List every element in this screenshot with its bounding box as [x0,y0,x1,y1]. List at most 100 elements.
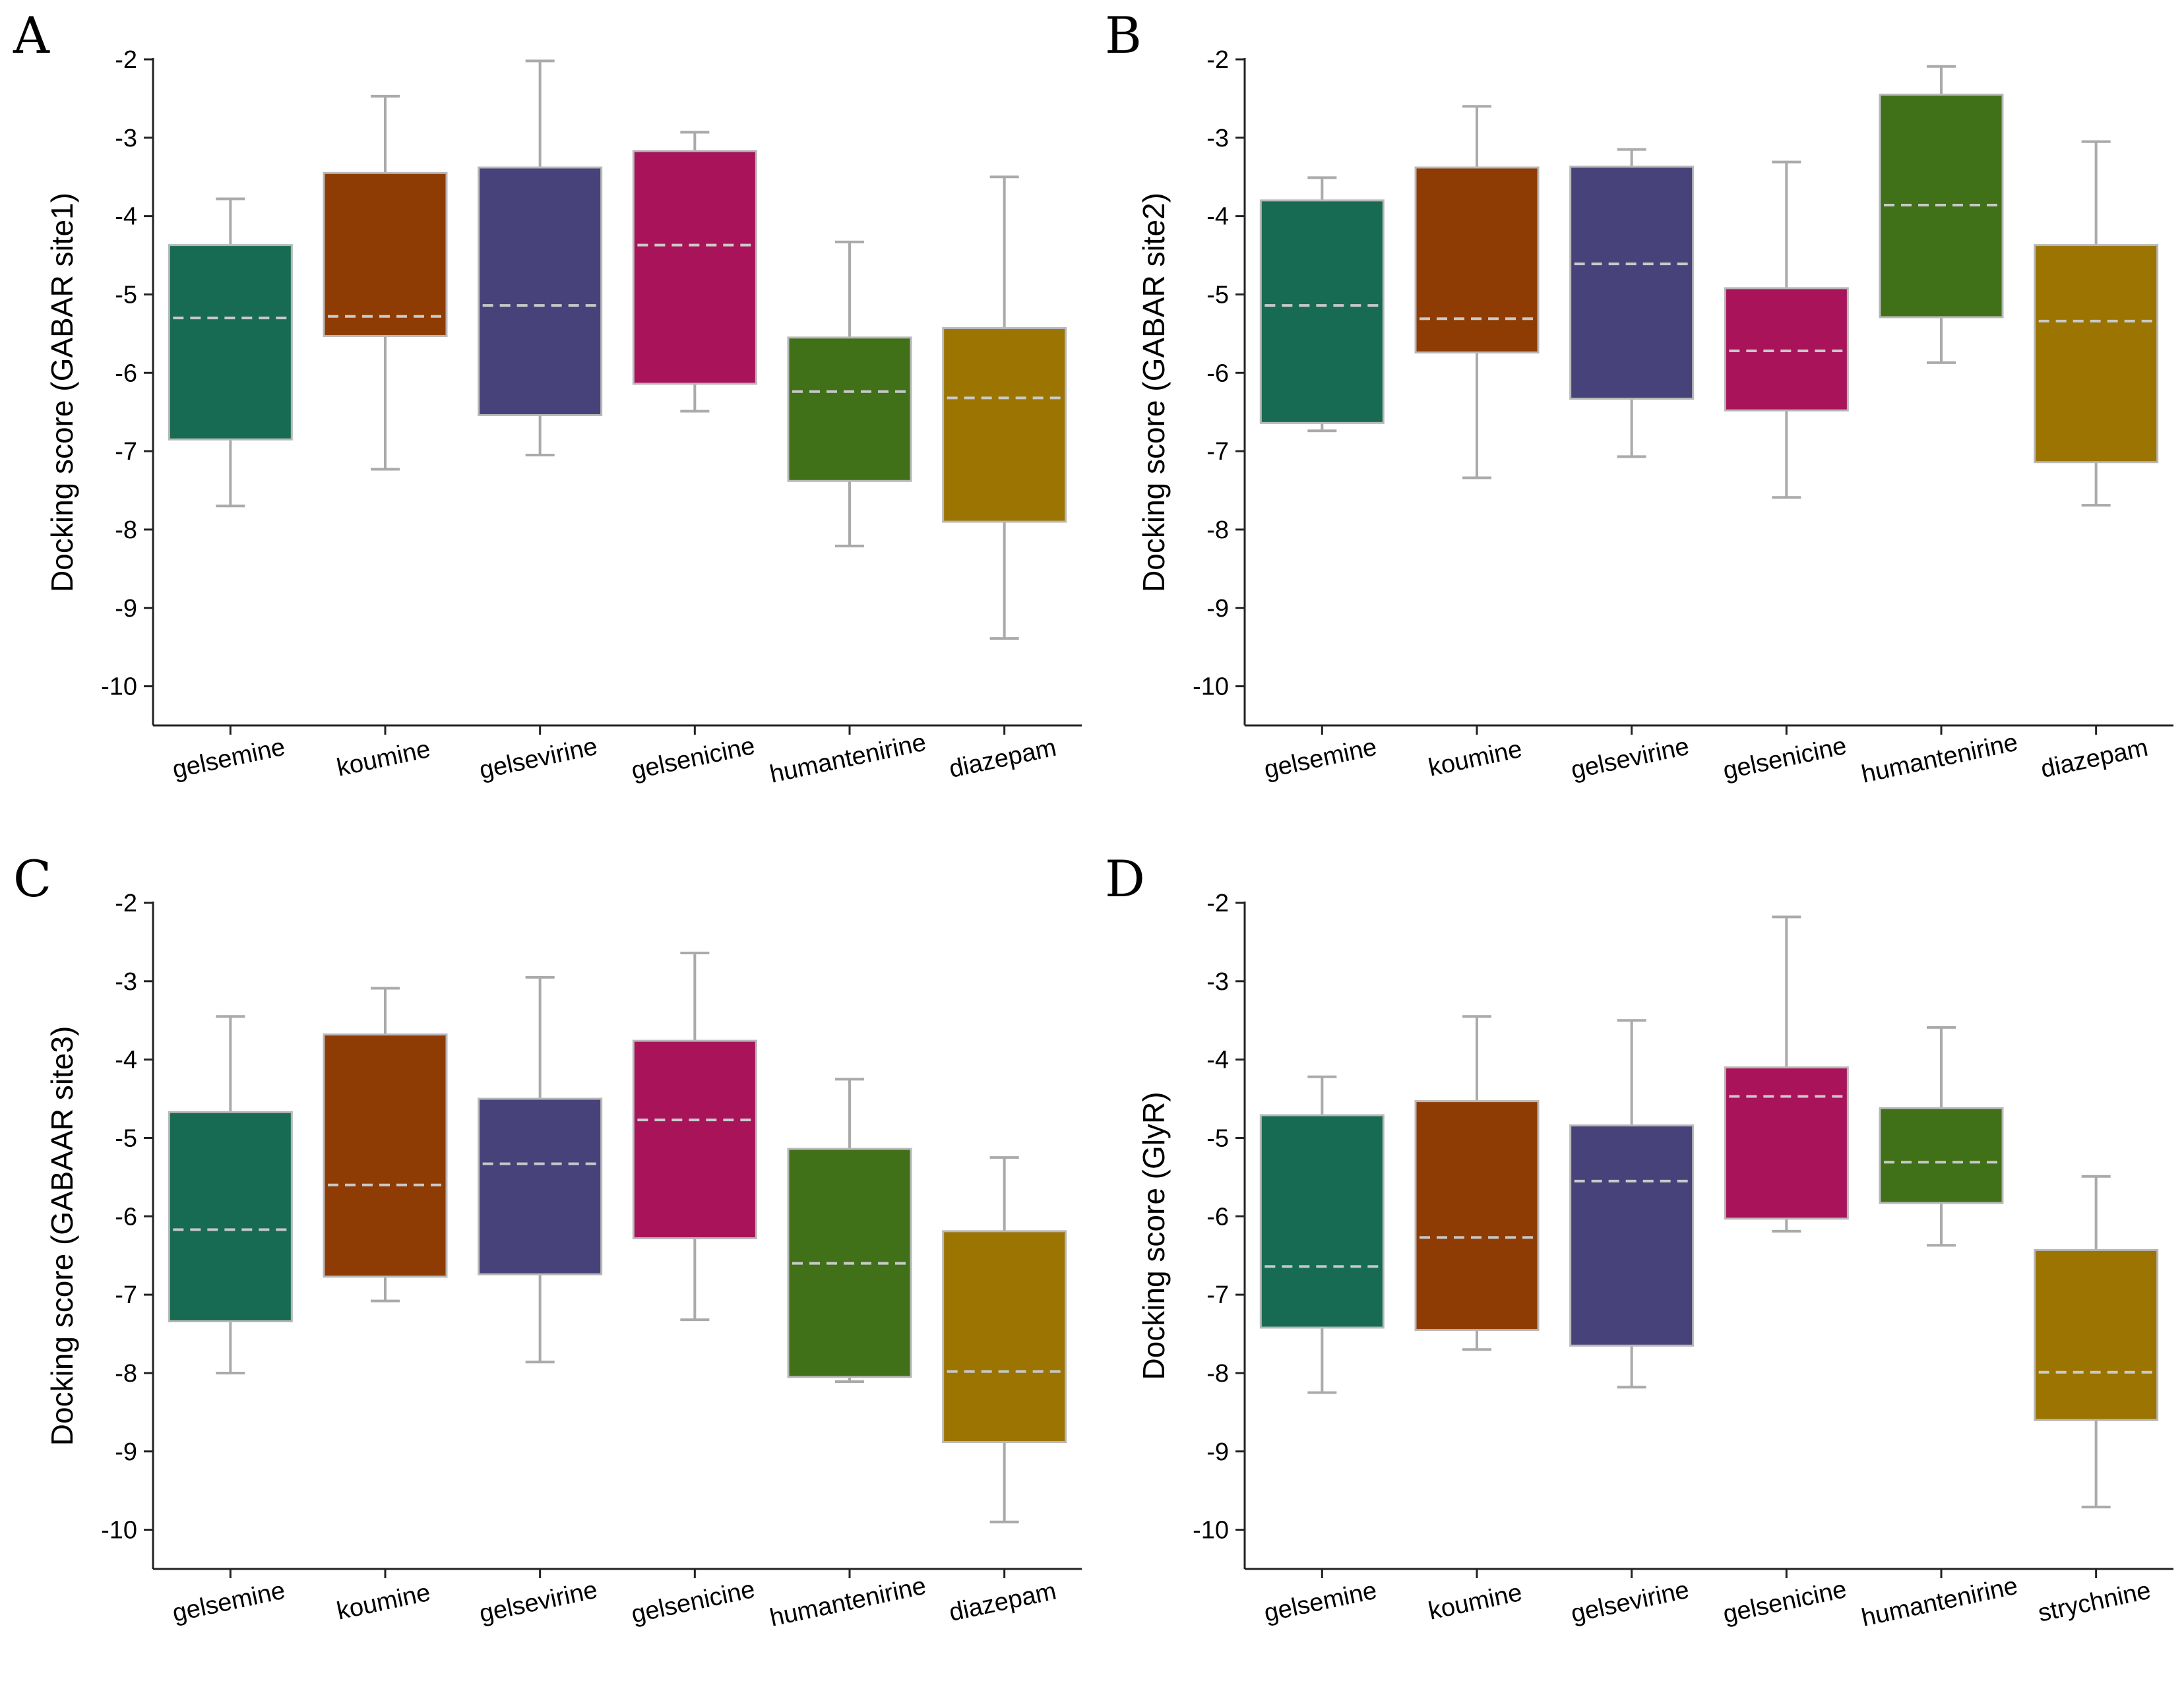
y-axis-label: Docking score (GlyR) [1137,1091,1171,1380]
box-gelsenicine [632,131,757,413]
x-tick-label: gelsenicine [629,732,757,785]
box-rect [942,1230,1067,1444]
box-koumine [323,987,448,1303]
y-tick-label: -6 [115,1203,137,1231]
panel-a: A Docking score (GABAR site1) -2 -3 -4 -5 -6 -7… [0,0,1092,844]
y-tick-label: -5 [1206,1124,1229,1152]
y-tick-label: -4 [115,203,137,231]
panel-label: C [13,849,51,908]
x-tick-label: humantenirine [767,1572,928,1632]
box-rect [787,336,912,482]
box-diazepam [942,175,1067,640]
box-gelsevirine [1569,148,1695,458]
y-tick-label: -2 [115,890,137,917]
y-axis-label: Docking score (GABAR site2) [1137,193,1171,592]
y-tick-label: -2 [1206,46,1229,74]
y-tick-label: -4 [1206,1047,1229,1074]
x-tick-label: gelsemine [170,733,288,784]
y-tick-label: -7 [115,438,137,466]
box-gelsevirine [478,59,603,457]
chart-svg: C Docking score (GABAAR site3) -2 -3 -4 -5 -6 -… [13,849,1082,1632]
y-tick-label: -10 [1193,673,1229,701]
box-gelsemine [168,197,293,508]
y-tick-label: -4 [1206,203,1229,231]
y-tick-label: -6 [1206,1203,1229,1231]
x-tick-label: gelsemine [1262,733,1379,784]
box-rect [1259,1114,1385,1329]
y-tick-label: -10 [1193,1517,1229,1545]
box-rect [1259,199,1385,424]
box-rect [1414,1100,1540,1332]
y-tick-label: -10 [101,1517,137,1545]
box-gelsenicine [632,952,757,1322]
panel-label: A [13,6,50,65]
x-tick-label: humantenirine [1859,729,2020,789]
y-tick-label: -8 [115,1360,137,1388]
chart-svg: D Docking score (GlyR) -2 -3 -4 -5 -6 -7 -8 -9 -10… [1105,849,2173,1632]
box-gelsenicine [1724,915,1849,1233]
y-tick-label: -5 [115,1124,137,1152]
y-tick-label: -6 [1206,359,1229,387]
y-tick-label: -9 [1206,1438,1229,1466]
panel-label: B [1105,6,1142,65]
x-tick-label: gelsemine [170,1577,288,1628]
x-tick-label: gelsevirine [477,1576,600,1628]
box-diazepam [942,1156,1067,1523]
x-tick-label: humantenirine [1859,1572,2020,1632]
box-rect [168,244,293,441]
box-koumine [323,94,448,471]
box-rect [1724,287,1849,412]
y-tick-label: -9 [115,1438,137,1466]
x-tick-label: koumine [334,735,433,782]
x-tick-label: humantenirine [767,729,928,789]
y-tick-label: -7 [1206,1281,1229,1309]
y-tick-label: -7 [115,1281,137,1309]
x-tick-label: gelsevirine [1569,733,1691,785]
box-gelsemine [1259,176,1385,433]
panel-d: D Docking score (GlyR) -2 -3 -4 -5 -6 -7 -8 -9 -10… [1092,844,2183,1687]
box-diazepam [2034,140,2159,507]
y-tick-label: -5 [1206,281,1229,309]
box-humantenirine [1879,65,2004,364]
box-koumine [1414,105,1540,479]
y-tick-label: -2 [1206,890,1229,917]
x-tick-label: diazepam [2038,734,2150,783]
x-tick-label: diazepam [947,734,1059,783]
box-gelsevirine [478,975,603,1364]
box-gelsevirine [1569,1019,1695,1389]
y-tick-label: -8 [1206,516,1229,544]
y-tick-label: -3 [1206,968,1229,996]
y-tick-label: -3 [115,125,137,152]
y-tick-label: -8 [1206,1360,1229,1388]
y-tick-label: -3 [1206,125,1229,152]
x-tick-label: strychnine [2036,1577,2153,1628]
y-tick-label: -2 [115,46,137,74]
chart-svg: A Docking score (GABAR site1) -2 -3 -4 -5 -6 -7… [13,6,1082,789]
panel-c: C Docking score (GABAAR site3) -2 -3 -4 -5 -6 -… [0,844,1092,1687]
box-rect [942,327,1067,523]
x-tick-label: gelsemine [1262,1577,1379,1628]
box-rect [1724,1066,1849,1220]
x-tick-label: koumine [1426,1579,1524,1626]
box-rect [632,150,757,385]
x-tick-label: gelsenicine [629,1576,757,1629]
box-rect [2034,244,2159,464]
x-tick-label: koumine [1426,735,1524,782]
y-axis-label: Docking score (GABAR site1) [45,193,79,592]
box-rect [323,1033,448,1278]
x-tick-label: gelsevirine [477,733,600,785]
box-rect [323,171,448,337]
y-tick-label: -4 [115,1047,137,1074]
y-tick-label: -9 [1206,595,1229,623]
panel-b: B Docking score (GABAR site2) -2 -3 -4 -5 -6 -7… [1092,0,2183,844]
y-tick-label: -6 [115,359,137,387]
box-strychnine [2034,1175,2159,1509]
x-tick-label: koumine [334,1579,433,1626]
y-axis-label: Docking score (GABAAR site3) [45,1026,79,1446]
box-rect [632,1039,757,1240]
chart-svg: B Docking score (GABAR site2) -2 -3 -4 -5 -6 -7… [1105,6,2173,789]
x-tick-label: gelsenicine [1720,732,1849,785]
box-rect [1569,166,1695,400]
x-tick-label: gelsenicine [1720,1576,1849,1629]
box-gelsemine [1259,1075,1385,1394]
